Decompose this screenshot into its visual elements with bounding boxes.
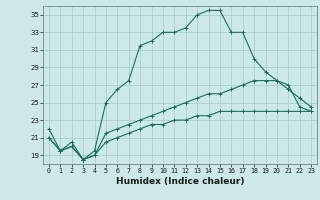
X-axis label: Humidex (Indice chaleur): Humidex (Indice chaleur) (116, 177, 244, 186)
